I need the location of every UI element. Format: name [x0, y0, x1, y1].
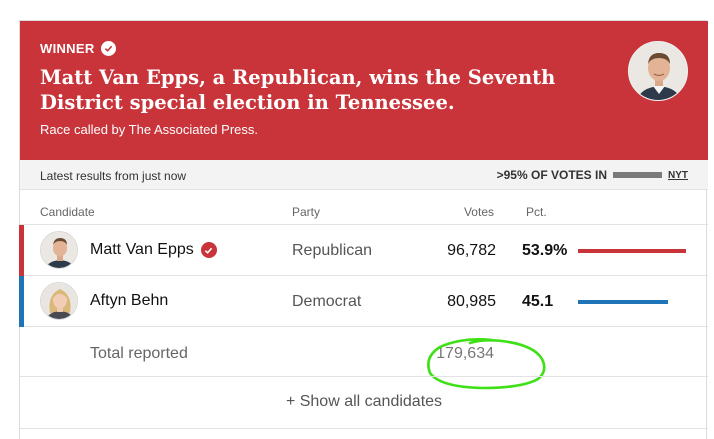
votes-in-label: >95% OF VOTES IN	[496, 168, 607, 182]
candidate-party: Republican	[292, 242, 373, 259]
show-all-candidates-button[interactable]: + Show all candidates	[285, 393, 443, 410]
total-reported-votes: 179,634	[436, 345, 494, 362]
headline: Matt Van Epps, a Republican, wins the Se…	[40, 66, 556, 114]
party-color-stripe	[19, 225, 24, 276]
divider	[20, 224, 708, 225]
vote-share-bar	[578, 249, 686, 253]
nyt-source-link[interactable]: NYT	[668, 169, 688, 181]
status-bar: Latest results from just now >95% OF VOT…	[20, 160, 708, 190]
avatar	[40, 282, 78, 320]
party-color-stripe	[19, 276, 24, 327]
winner-tag: WINNER	[40, 41, 116, 56]
header-pct: Pct.	[526, 205, 547, 219]
winner-photo	[628, 41, 688, 101]
divider	[20, 376, 708, 377]
candidate-party: Democrat	[292, 293, 362, 310]
candidate-name: Aftyn Behn	[90, 292, 169, 309]
vote-share-bar	[578, 300, 668, 304]
total-reported-label: Total reported	[90, 345, 188, 362]
candidate-votes: 96,782	[447, 242, 496, 259]
table-row: Matt Van Epps Republican 96,782 53.9%	[19, 225, 708, 276]
latest-results-text: Latest results from just now	[40, 169, 187, 183]
avatar	[40, 231, 78, 269]
candidate-votes: 80,985	[447, 293, 496, 310]
check-icon	[100, 41, 116, 56]
header-party: Party	[292, 205, 321, 219]
candidate-name: Matt Van Epps	[90, 241, 217, 259]
votes-in-indicator: >95% OF VOTES IN NYT	[497, 168, 688, 182]
votes-in-bar	[613, 172, 662, 178]
header-candidate: Candidate	[40, 205, 95, 219]
winner-check-icon	[200, 242, 217, 258]
race-called-text: Race called by The Associated Press.	[40, 122, 258, 137]
table-row: Aftyn Behn Democrat 80,985 45.1	[19, 276, 708, 327]
header-votes: Votes	[463, 205, 494, 219]
highlight-circle-annotation	[427, 338, 546, 390]
election-results-card: WINNER Matt Van Epps, a Republican, wins…	[19, 20, 708, 439]
candidate-pct: 53.9%	[522, 242, 568, 259]
candidate-name-text: Matt Van Epps	[90, 241, 194, 258]
winner-banner: WINNER Matt Van Epps, a Republican, wins…	[20, 21, 708, 160]
divider	[20, 428, 708, 429]
candidate-pct: 45.1	[522, 293, 554, 310]
winner-label: WINNER	[40, 41, 95, 56]
